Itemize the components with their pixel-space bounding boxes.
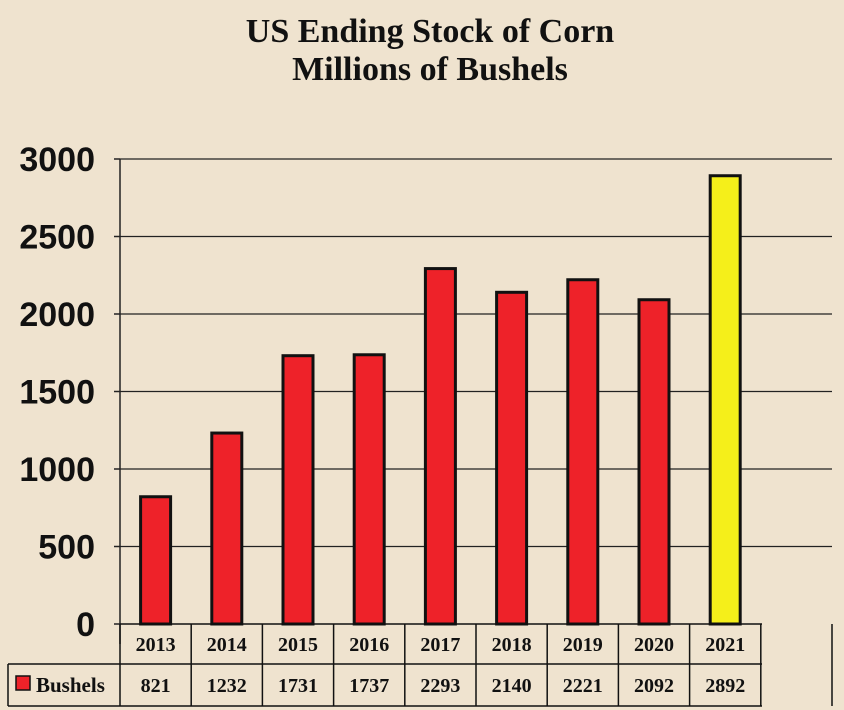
y-tick-label: 2500 [19, 219, 95, 257]
x-tick-label: 2013 [136, 634, 176, 656]
bar-2017 [423, 267, 457, 626]
data-value-label: 2140 [492, 675, 532, 697]
bar-2015 [281, 354, 315, 626]
x-tick-label: 2019 [563, 634, 603, 656]
x-tick-label: 2015 [278, 634, 318, 656]
chart-title: US Ending Stock of Corn [246, 13, 615, 50]
x-tick-label: 2017 [420, 634, 460, 656]
bar-2018 [495, 290, 529, 626]
legend-label: Bushels [36, 673, 105, 697]
data-value-label: 2892 [705, 675, 745, 697]
bars [139, 174, 742, 626]
data-value-label: 1731 [278, 675, 318, 697]
y-tick-label: 500 [38, 529, 95, 567]
data-table: Bushels 2013 821 2014 1232 2015 1731 2016 1737 20… [7, 623, 833, 707]
bar-2013 [139, 495, 173, 626]
bar-2016 [352, 353, 386, 626]
bar-2014 [210, 431, 244, 626]
x-tick-label: 2018 [492, 634, 532, 656]
data-value-label: 1737 [349, 675, 389, 697]
data-value-label: 821 [141, 675, 171, 697]
x-tick-label: 2016 [349, 634, 389, 656]
data-value-label: 2221 [563, 675, 603, 697]
y-tick-label: 1500 [19, 374, 95, 412]
data-value-label: 1232 [207, 675, 247, 697]
data-value-label: 2293 [420, 675, 460, 697]
bar-2019 [566, 278, 600, 626]
x-tick-label: 2020 [634, 634, 674, 656]
x-tick-label: 2014 [207, 634, 247, 656]
y-tick-label: 1000 [19, 451, 95, 489]
chart-subtitle: Millions of Bushels [292, 51, 568, 88]
y-tick-label: 0 [76, 606, 95, 644]
x-tick-label: 2021 [705, 634, 745, 656]
bar-2020 [637, 298, 671, 626]
bar-2021 [708, 174, 742, 626]
data-value-label: 2092 [634, 675, 674, 697]
legend-swatch [15, 675, 31, 691]
y-tick-label: 3000 [19, 141, 95, 179]
y-axis: 0 500 1000 1500 2000 2500 3000 [19, 141, 121, 644]
y-tick-label: 2000 [19, 296, 95, 334]
